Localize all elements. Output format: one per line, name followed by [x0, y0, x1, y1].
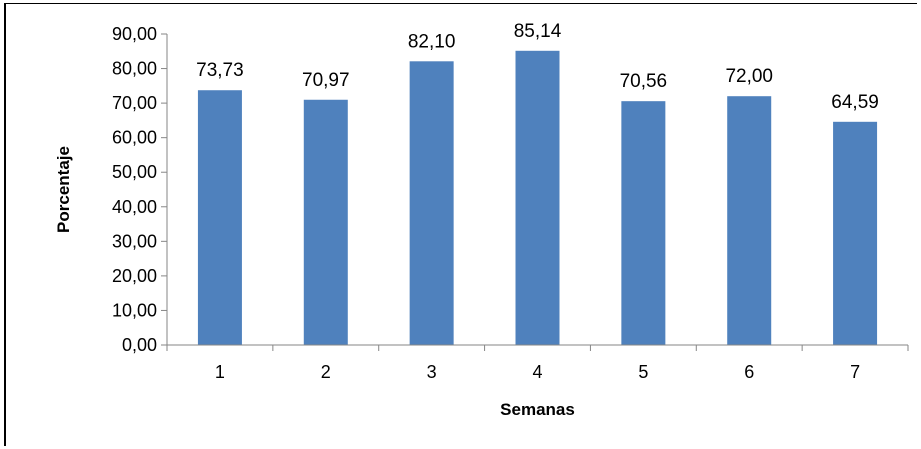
y-tick-label: 60,00 [112, 128, 157, 148]
bar [727, 96, 772, 345]
y-tick-label: 40,00 [112, 197, 157, 217]
y-axis-ticks: 0,00 10,00 20,00 30,00 40,00 50,00 60,00 70,00 8… [112, 24, 167, 355]
bar [515, 50, 560, 345]
x-tick-label: 1 [215, 362, 225, 382]
bar-value-label: 72,00 [725, 66, 773, 87]
y-tick-label: 0,00 [122, 335, 157, 355]
bar [621, 101, 666, 346]
y-tick-label: 20,00 [112, 266, 157, 286]
x-tick-label: 2 [321, 362, 331, 382]
bar-value-label: 85,14 [514, 21, 562, 42]
x-tick-label: 6 [744, 362, 754, 382]
bar [197, 90, 242, 345]
x-tick-label: 4 [532, 362, 542, 382]
y-tick-label: 80,00 [112, 59, 157, 79]
bar-value-label: 73,73 [196, 60, 244, 81]
bar-value-label: 70,56 [620, 71, 668, 92]
chart-frame: 0,00 10,00 20,00 30,00 40,00 50,00 60,00 70,00 8… [4, 3, 917, 446]
bar-value-label: 64,59 [831, 92, 879, 113]
x-tick-label: 5 [638, 362, 648, 382]
y-tick-label: 30,00 [112, 231, 157, 251]
bar [833, 121, 878, 345]
bar [303, 99, 348, 346]
x-tick-label: 3 [427, 362, 437, 382]
bar-value-label: 82,10 [408, 31, 456, 52]
bars [197, 50, 878, 346]
y-tick-label: 70,00 [112, 93, 157, 113]
y-tick-label: 90,00 [112, 24, 157, 44]
data-labels: 73,73 70,97 82,10 85,14 70,56 72,00 64,59 [196, 21, 879, 113]
y-tick-label: 10,00 [112, 300, 157, 320]
bar-value-label: 70,97 [302, 70, 350, 91]
bar-chart: 0,00 10,00 20,00 30,00 40,00 50,00 60,00 70,00 8… [54, 21, 909, 419]
bar [409, 61, 454, 345]
y-axis-title: Porcentaje [54, 146, 73, 233]
x-tick-label: 7 [850, 362, 860, 382]
x-axis-title: Semanas [500, 400, 575, 419]
x-axis-ticks: 1 2 3 4 5 6 7 [166, 345, 909, 382]
y-tick-label: 50,00 [112, 162, 157, 182]
